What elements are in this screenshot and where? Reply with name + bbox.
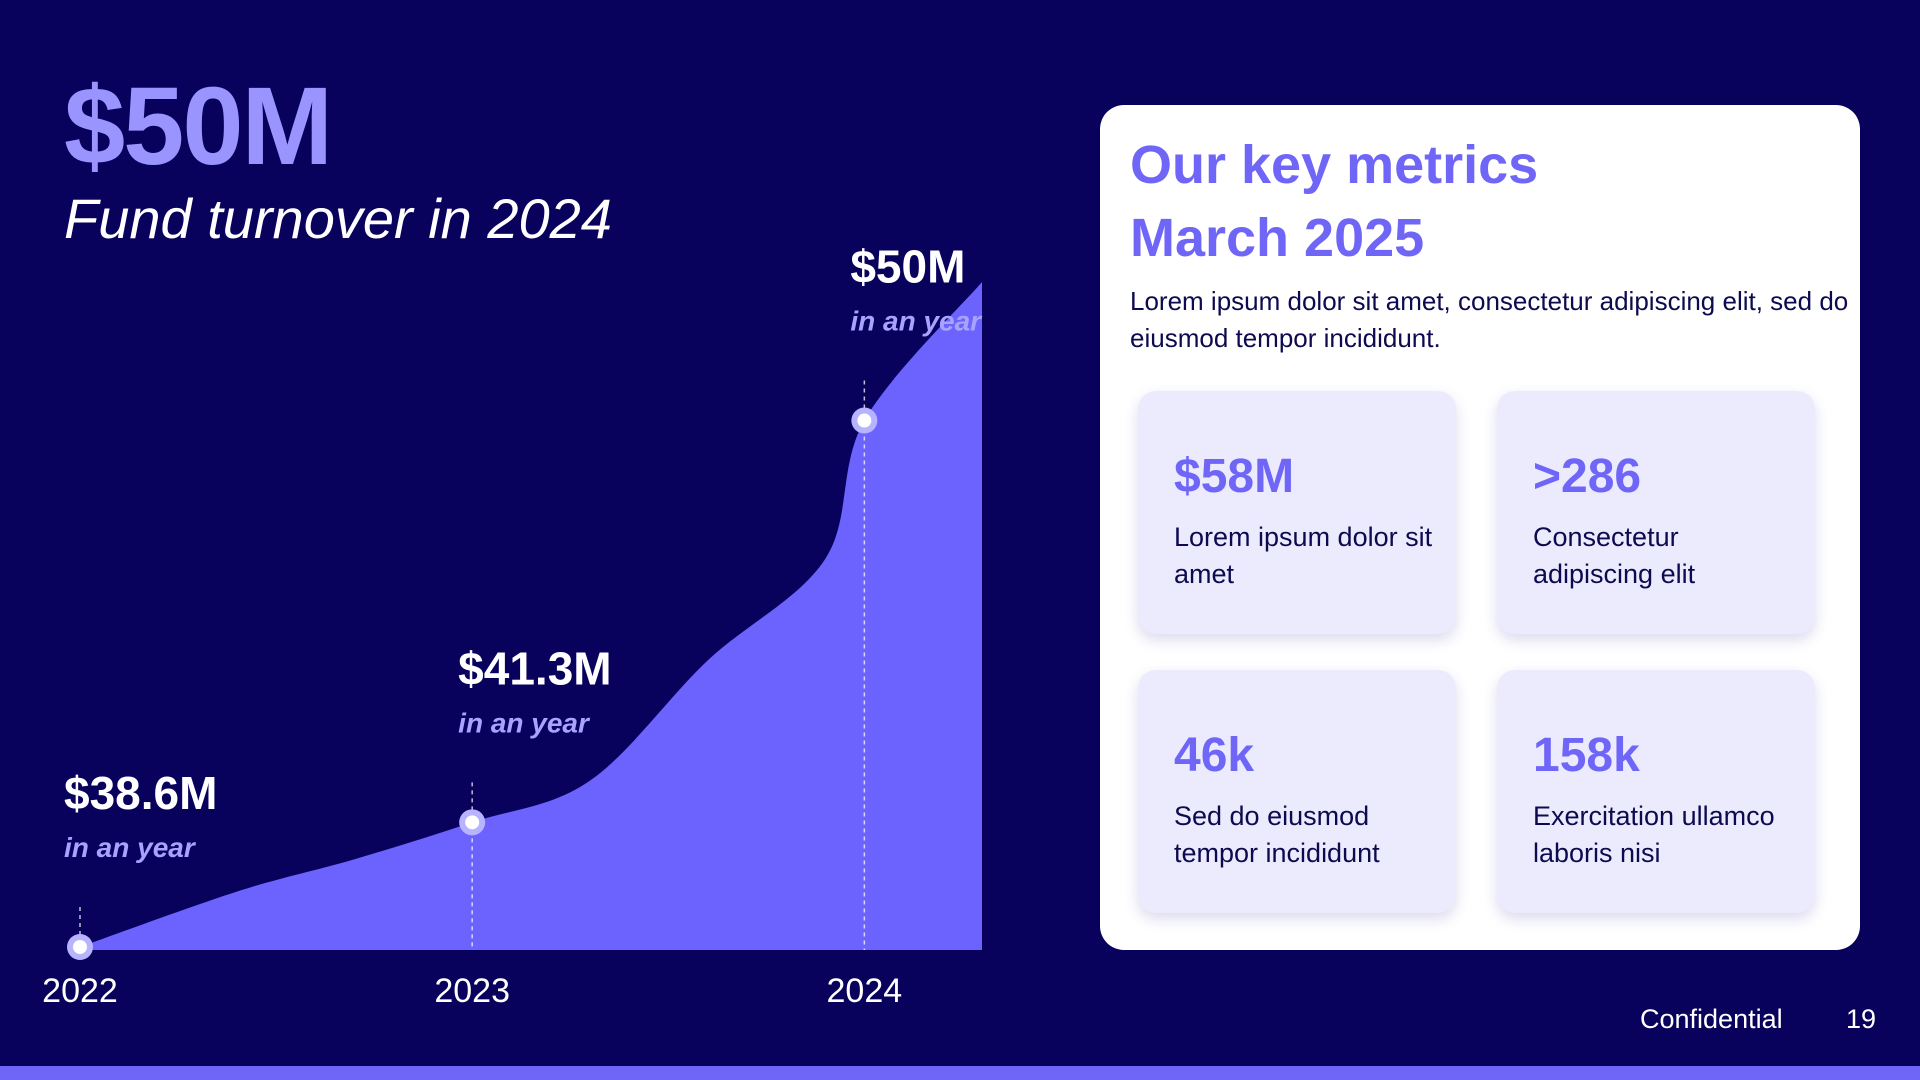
headline-value: $50M [64, 65, 333, 188]
metrics-card: Our key metrics March 2025 Lorem ipsum d… [1100, 105, 1860, 950]
headline-subtitle: Fund turnover in 2024 [64, 187, 612, 250]
metric-tile-3: 46k Sed do eiusmod tempor incididunt [1138, 670, 1456, 913]
metric-tile-description: Sed do eiusmod tempor incididunt [1174, 801, 1380, 868]
footer-confidential: Confidential [1640, 1004, 1783, 1034]
callout-value: $50M [850, 241, 965, 293]
metric-tile-2: >286 Consectetur adipiscing elit [1497, 391, 1815, 634]
metrics-card-description: Lorem ipsum dolor sit amet, consectetur … [1130, 286, 1849, 353]
metric-tile-value: >286 [1533, 450, 1642, 503]
callout-sublabel: in an year [458, 707, 591, 738]
callout-sublabel: in an year [64, 832, 197, 863]
turnover-area [80, 282, 982, 950]
area-chart: $38.6M in an year $41.3M in an year $50M in a… [42, 241, 983, 1010]
marker-dot [857, 413, 872, 428]
metrics-title-line2: March 2025 [1130, 208, 1425, 268]
metric-tile-value: 46k [1174, 729, 1255, 782]
metric-tile-4: 158k Exercitation ullamco laboris nisi [1497, 670, 1815, 913]
footer-page-number: 19 [1846, 1004, 1877, 1034]
callout-value: $41.3M [458, 642, 611, 694]
metrics-title-line1: Our key metrics [1130, 135, 1539, 195]
metrics-card-title: Our key metrics March 2025 [1130, 129, 1538, 275]
metric-tile-description: Exercitation ullamco laboris nisi [1533, 801, 1775, 868]
metric-tile-description: Consectetur adipiscing elit [1533, 522, 1696, 589]
marker-dot [73, 940, 87, 954]
x-tick-label: 2023 [434, 972, 510, 1010]
bottom-accent-bar [0, 1066, 1920, 1080]
metric-tile-value: 158k [1533, 729, 1640, 782]
metric-tile-1: $58M Lorem ipsum dolor sit amet [1138, 391, 1456, 634]
marker-dot [465, 815, 480, 830]
x-tick-label: 2022 [42, 972, 118, 1010]
callout-sublabel: in an year [850, 306, 983, 337]
metric-tile-description: Lorem ipsum dolor sit amet [1174, 522, 1433, 589]
callout-value: $38.6M [64, 767, 217, 819]
metric-tile-value: $58M [1174, 450, 1295, 503]
x-tick-label: 2024 [827, 972, 903, 1010]
